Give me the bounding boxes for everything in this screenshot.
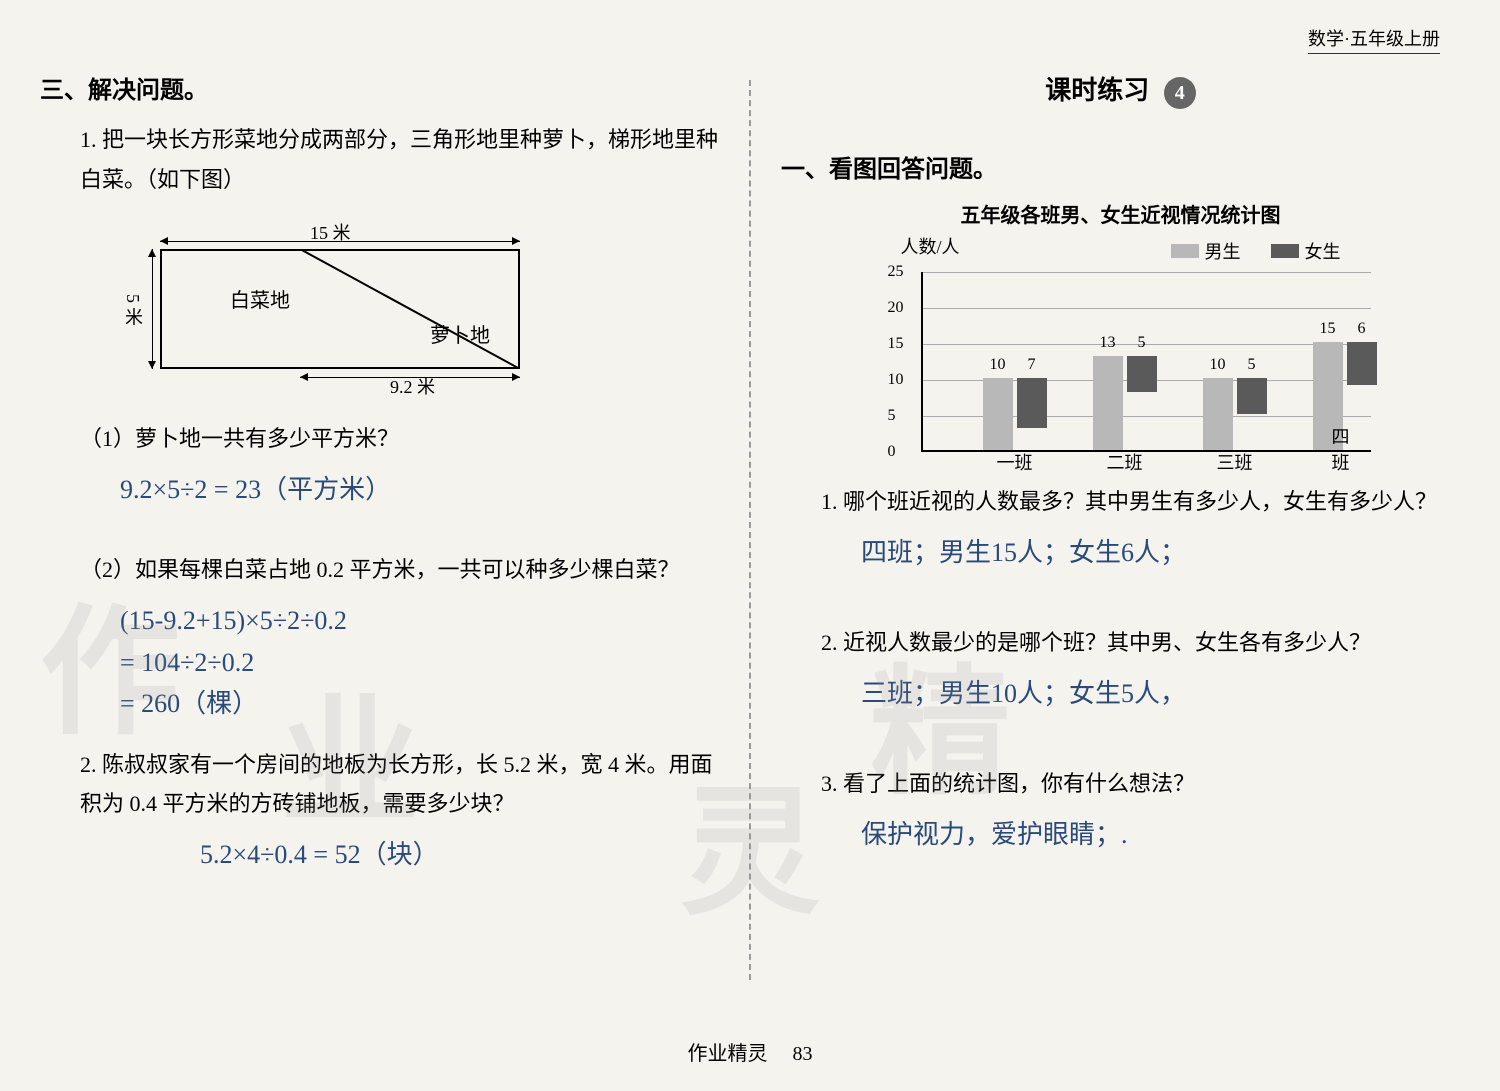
problem-1-text: 1. 把一块长方形菜地分成两部分，三角形地里种萝卜，梯形地里种白菜。（如下图）	[80, 120, 719, 199]
lesson-number-badge: 4	[1164, 77, 1196, 109]
bar-boys-value: 10	[983, 356, 1013, 374]
legend-girls: 女生	[1271, 238, 1341, 264]
bar-group: 105	[1203, 378, 1267, 450]
legend-girls-text: 女生	[1305, 238, 1341, 264]
header-subject: 数学·五年级上册	[1308, 25, 1440, 54]
section-title-right: 一、看图回答问题。	[781, 149, 1460, 184]
chart-area: 0510152025107一班135二班105三班156四班	[921, 272, 1371, 452]
x-axis-label: 四班	[1332, 423, 1358, 475]
question-3: 3. 看了上面的统计图，你有什么想法？	[821, 764, 1460, 804]
section-title-left: 三、解决问题。	[40, 70, 719, 105]
right-column: 课时练习 4 一、看图回答问题。 五年级各班男、女生近视情况统计图 人数/人 男…	[781, 70, 1460, 980]
diagram-label-top: 15 米	[310, 219, 351, 245]
problem-2-text: 2. 陈叔叔家有一个房间的地板为长方形，长 5.2 米，宽 4 米。用面积为 0…	[80, 745, 719, 824]
bar-girls-value: 5	[1237, 356, 1267, 374]
rectangle-field	[160, 249, 520, 369]
y-axis-label: 人数/人	[901, 233, 960, 259]
y-tick: 5	[888, 407, 896, 425]
legend-boys-text: 男生	[1205, 238, 1241, 264]
bar-boys-value: 10	[1203, 356, 1233, 374]
bar-girls-value: 6	[1347, 320, 1377, 338]
problem-1-a1: 9.2×5÷2 = 23（平方米）	[120, 469, 719, 511]
chart-container: 人数/人 男生 女生 0510152025107一班135二班105三班156四…	[871, 238, 1371, 452]
field-diagram: 15 米 5 米 白菜地 萝卜地 9.2 米	[120, 219, 540, 399]
page-footer: 作业精灵 83	[0, 1037, 1500, 1066]
y-tick: 20	[888, 299, 904, 317]
problem-1-q2: （2）如果每棵白菜占地 0.2 平方米，一共可以种多少棵白菜？	[80, 550, 719, 590]
radish-label: 萝卜地	[430, 319, 490, 348]
left-column: 三、解决问题。 1. 把一块长方形菜地分成两部分，三角形地里种萝卜，梯形地里种白…	[40, 70, 719, 980]
page-content: 三、解决问题。 1. 把一块长方形菜地分成两部分，三角形地里种萝卜，梯形地里种白…	[40, 70, 1460, 980]
bar-boys: 10	[983, 378, 1013, 450]
problem-1-a2-line1: (15-9.2+15)×5÷2÷0.2	[120, 600, 719, 642]
problem-1-q1: （1）萝卜地一共有多少平方米？	[80, 419, 719, 459]
lesson-title-text: 课时练习	[1045, 76, 1149, 105]
problem-1-a2-line3: = 260（棵）	[120, 683, 719, 725]
problem-1-a2-line2: = 104÷2÷0.2	[120, 642, 719, 684]
bar-group: 135	[1093, 356, 1157, 450]
bar-boys: 13	[1093, 356, 1123, 450]
bar-girls: 7	[1017, 378, 1047, 428]
y-tick: 15	[888, 335, 904, 353]
x-axis-label: 一班	[997, 449, 1033, 475]
problem-2-answer: 5.2×4÷0.4 = 52（块）	[200, 834, 719, 876]
bar-boys: 10	[1203, 378, 1233, 450]
y-tick: 10	[888, 371, 904, 389]
y-tick: 25	[888, 263, 904, 281]
column-divider	[749, 80, 751, 980]
page-number: 83	[793, 1043, 813, 1065]
y-tick: 0	[888, 443, 896, 461]
x-axis-label: 三班	[1217, 449, 1253, 475]
answer-3: 保护视力，爱护眼睛；.	[861, 814, 1460, 856]
bar-girls-value: 5	[1127, 334, 1157, 352]
bar-girls: 6	[1347, 342, 1377, 385]
grid-line	[923, 308, 1371, 309]
bar-girls: 5	[1237, 378, 1267, 414]
bar-girls-value: 7	[1017, 356, 1047, 374]
legend-boys-box	[1171, 244, 1199, 258]
footer-brand: 作业精灵	[688, 1043, 768, 1065]
x-axis-label: 二班	[1107, 449, 1143, 475]
answer-1: 四班；男生15人；女生6人；	[861, 532, 1460, 574]
diagram-label-bottom: 9.2 米	[390, 373, 435, 399]
answer-2: 三班；男生10人；女生5人，	[861, 673, 1460, 715]
question-1: 1. 哪个班近视的人数最多？其中男生有多少人，女生有多少人？	[821, 482, 1460, 522]
bar-girls: 5	[1127, 356, 1157, 392]
cabbage-label: 白菜地	[230, 284, 290, 313]
lesson-title: 课时练习 4	[781, 70, 1460, 109]
bar-group: 107	[983, 378, 1047, 450]
bar-boys-value: 13	[1093, 334, 1123, 352]
bar-boys-value: 15	[1313, 320, 1343, 338]
legend-girls-box	[1271, 244, 1299, 258]
question-2: 2. 近视人数最少的是哪个班？其中男、女生各有多少人？	[821, 623, 1460, 663]
chart-title: 五年级各班男、女生近视情况统计图	[781, 199, 1460, 228]
legend-boys: 男生	[1171, 238, 1241, 264]
diagram-label-left: 5 米	[120, 294, 146, 326]
grid-line	[923, 272, 1371, 273]
arrow-left	[152, 249, 153, 369]
